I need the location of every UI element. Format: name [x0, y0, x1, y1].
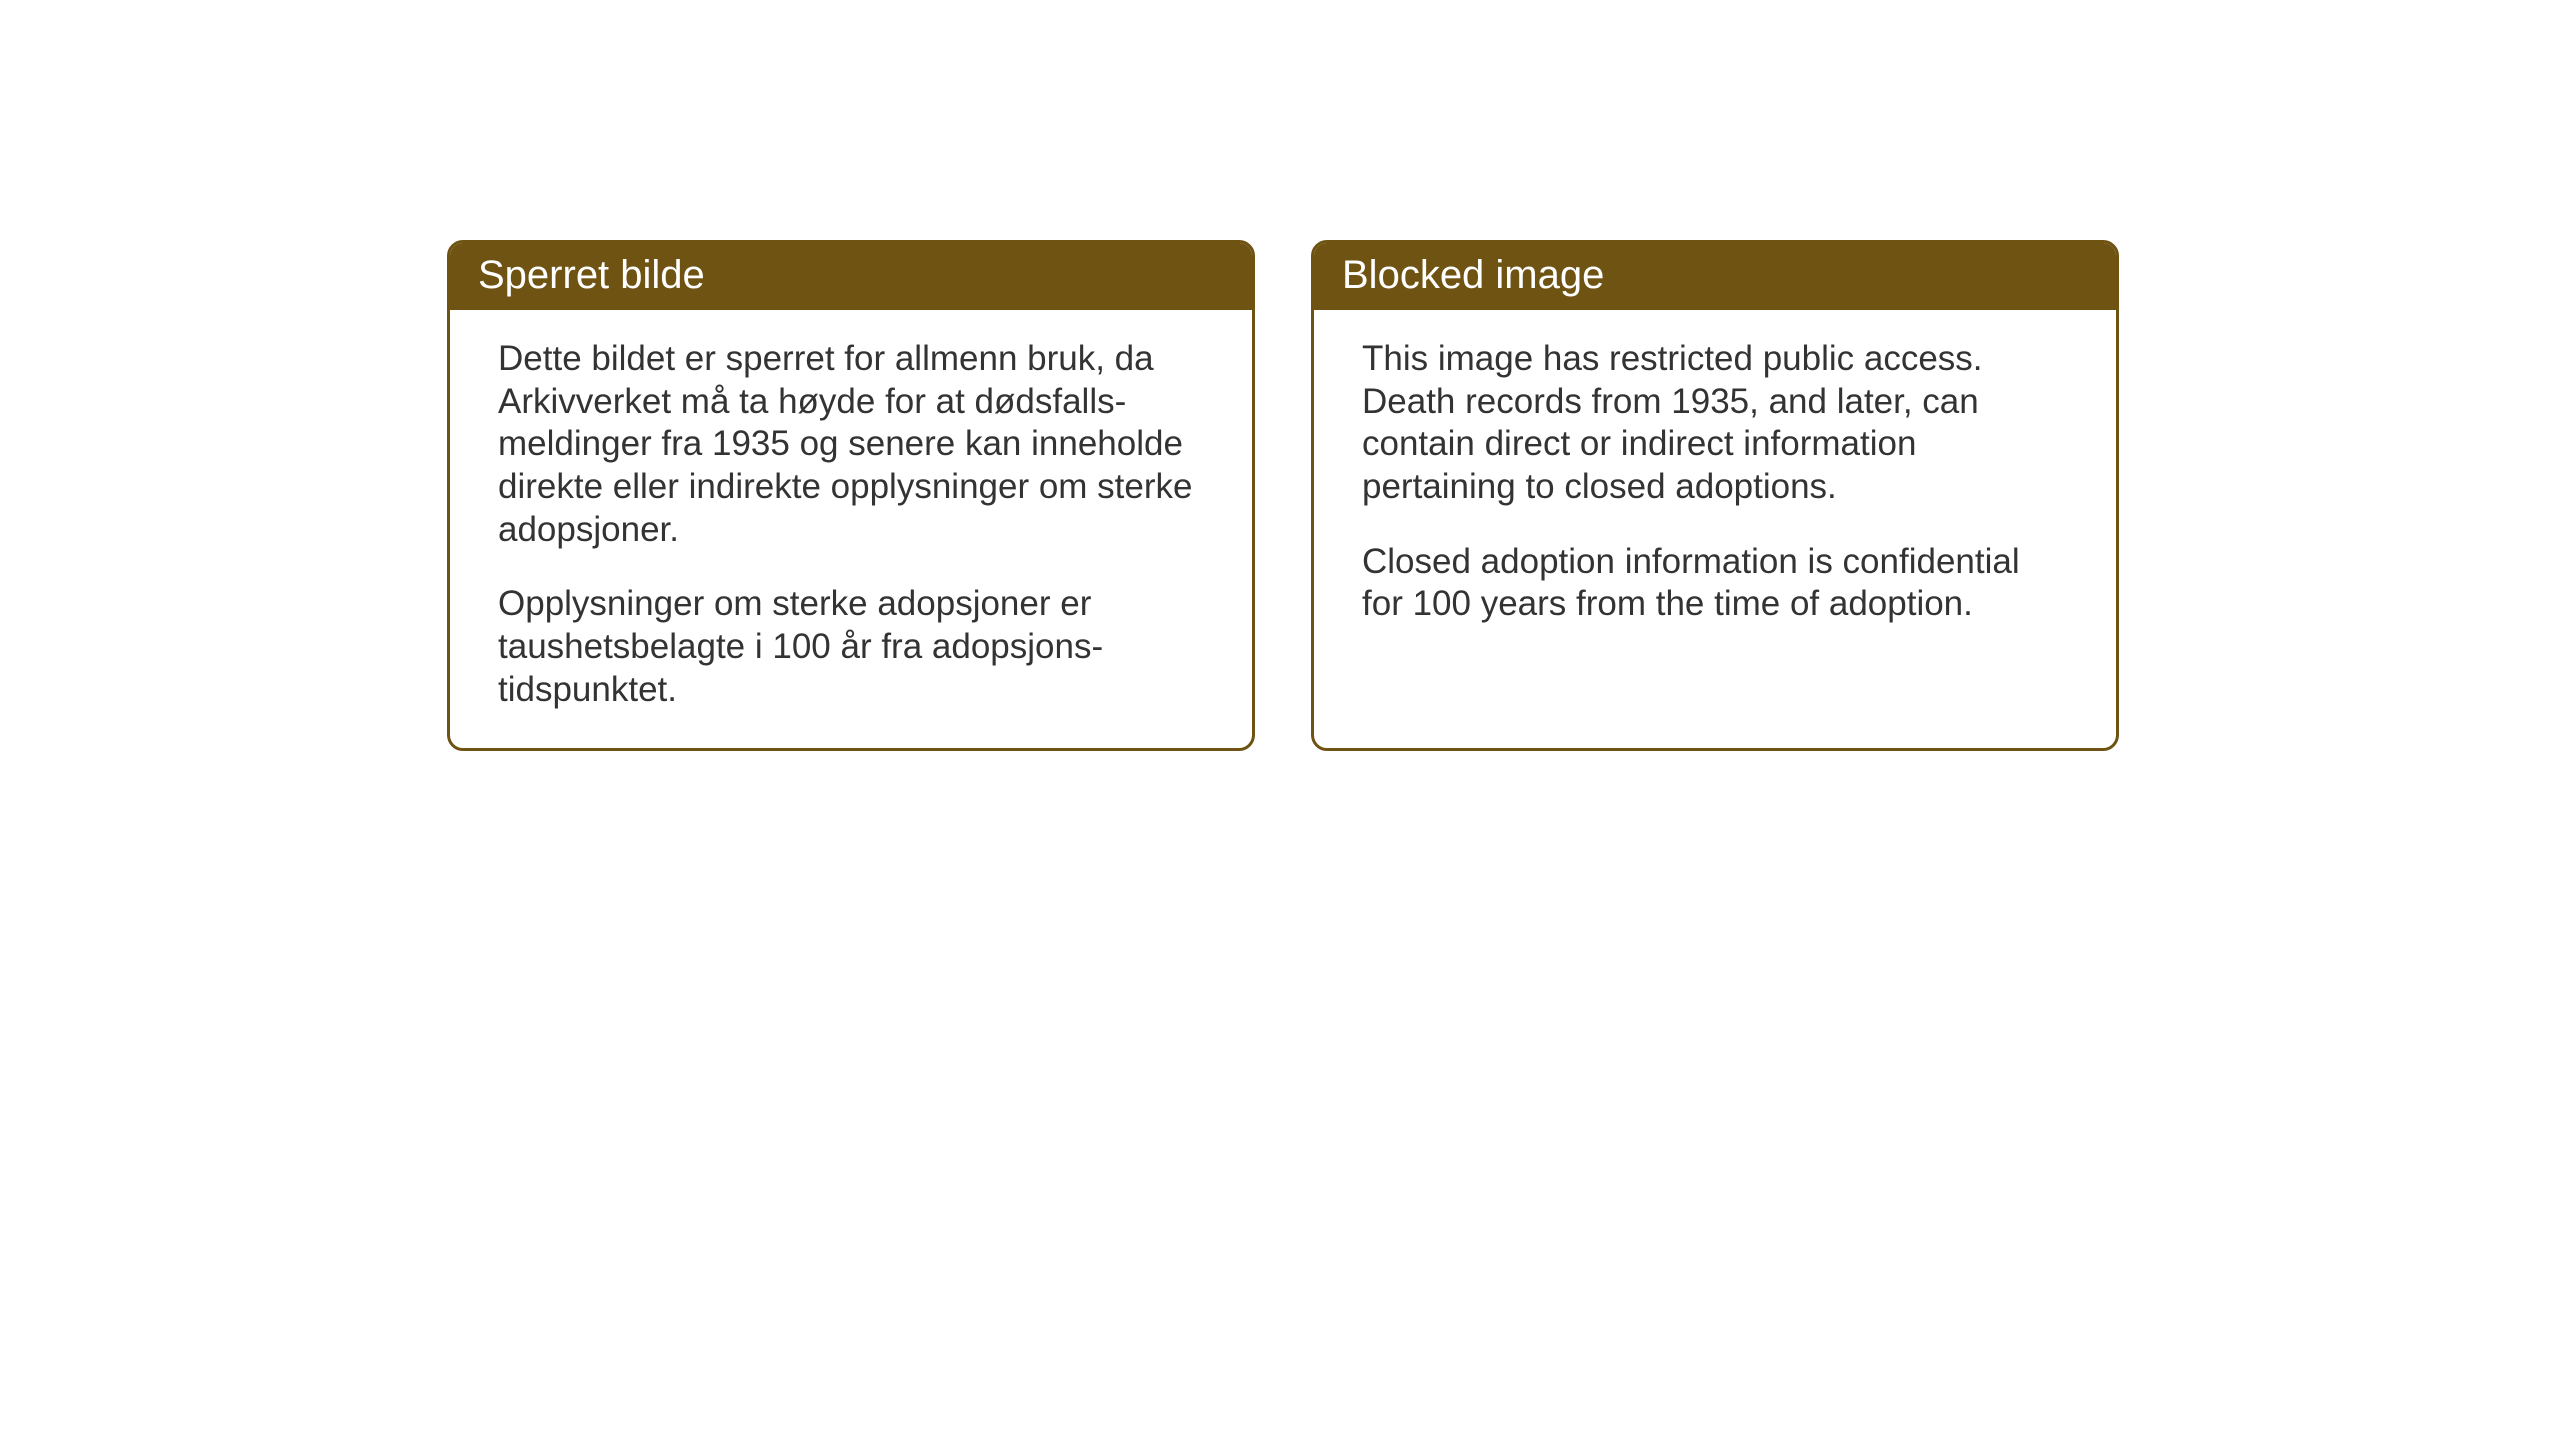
card-title-english: Blocked image [1342, 253, 1604, 297]
notice-container: Sperret bilde Dette bildet er sperret fo… [447, 240, 2119, 751]
card-header-english: Blocked image [1314, 243, 2116, 310]
card-title-norwegian: Sperret bilde [478, 253, 705, 297]
card-paragraph-norwegian-2: Opplysninger om sterke adopsjoner er tau… [498, 583, 1204, 711]
card-paragraph-english-2: Closed adoption information is confident… [1362, 541, 2068, 626]
notice-card-english: Blocked image This image has restricted … [1311, 240, 2119, 751]
card-paragraph-english-1: This image has restricted public access.… [1362, 338, 2068, 509]
card-body-norwegian: Dette bildet er sperret for allmenn bruk… [450, 310, 1252, 748]
card-body-english: This image has restricted public access.… [1314, 310, 2116, 662]
card-header-norwegian: Sperret bilde [450, 243, 1252, 310]
card-paragraph-norwegian-1: Dette bildet er sperret for allmenn bruk… [498, 338, 1204, 551]
notice-card-norwegian: Sperret bilde Dette bildet er sperret fo… [447, 240, 1255, 751]
